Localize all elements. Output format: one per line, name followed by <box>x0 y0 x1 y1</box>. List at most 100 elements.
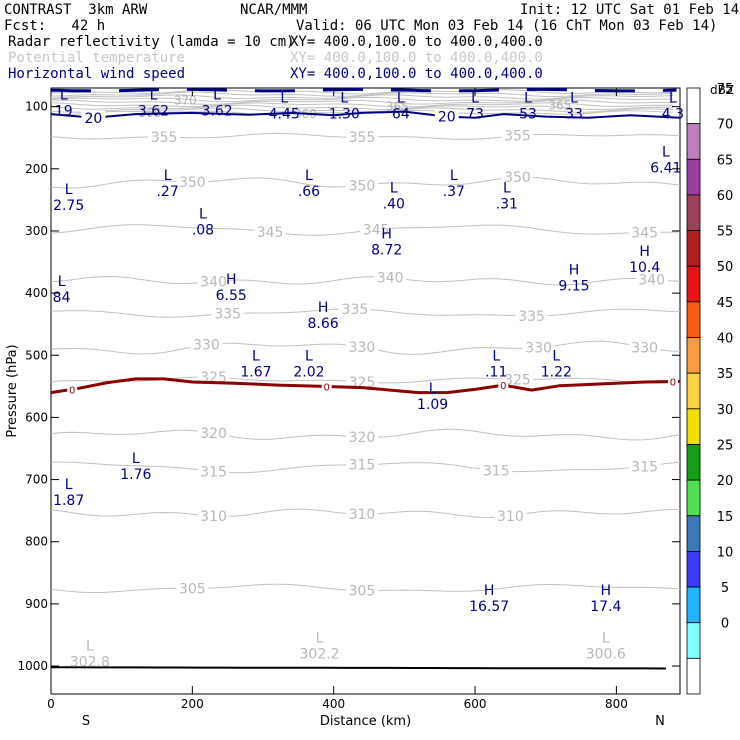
colorbar-swatch <box>686 372 701 410</box>
upper-theta-line <box>50 91 673 97</box>
colorbar-swatch <box>686 551 701 588</box>
y-tick-label: 400 <box>25 286 48 300</box>
colorbar-label: 45 <box>717 296 734 311</box>
colorbar-label: 30 <box>717 403 734 418</box>
reflectivity-label-bg <box>667 376 678 387</box>
colorbar-swatch <box>686 337 701 374</box>
upper-theta-line <box>50 99 673 105</box>
theta-label-bg <box>254 224 287 239</box>
extremum-value: 19 <box>55 103 73 119</box>
extremum-type: L <box>305 348 313 364</box>
surface-theta-value: 302.2 <box>300 647 340 663</box>
extremum-type: L <box>65 477 73 493</box>
extremum-value: 17.4 <box>590 599 621 615</box>
theta-contour-label: 350 <box>349 178 376 194</box>
extremum-type: L <box>280 91 288 107</box>
theta-label-bg <box>501 372 534 387</box>
reflectivity-label-bg <box>321 381 332 392</box>
extremum-type: L <box>199 207 207 223</box>
extremum-type: H <box>381 227 392 243</box>
extremum-value: .66 <box>298 184 320 200</box>
upper-theta-line <box>50 94 673 100</box>
extremum-type: L <box>570 91 578 107</box>
extremum-type: L <box>65 182 73 198</box>
theta-contour-label: 340 <box>638 272 665 288</box>
theta-label-bg <box>515 309 548 324</box>
theta-label-bg <box>628 340 661 355</box>
theta-label-bg <box>494 508 527 523</box>
colorbar-label: 60 <box>717 189 734 204</box>
extremum-type: L <box>524 91 532 107</box>
colorbar-swatch <box>686 194 701 231</box>
colorbar-label: 25 <box>717 438 734 453</box>
extremum-value: 2.02 <box>293 364 324 380</box>
extremum-value: 9.15 <box>558 279 589 295</box>
extremum-type: L <box>492 348 500 364</box>
extremum-value: 8.72 <box>371 243 402 259</box>
x-tick-label: 400 <box>322 697 345 711</box>
theta-contour-label: 325 <box>504 372 531 388</box>
theta-label-bg <box>197 370 230 385</box>
colorbar-swatch <box>686 479 701 517</box>
extremum-value: 1.87 <box>53 493 84 509</box>
surface-theta-type: L <box>316 631 324 647</box>
extremum-value: 1.76 <box>120 467 151 483</box>
y-tick-label: 900 <box>25 597 48 611</box>
theta-label-bg <box>628 225 661 240</box>
extremum-type: L <box>132 451 140 467</box>
theta-contour-label: 320 <box>200 426 227 442</box>
center-label: NCAR/MMM <box>240 2 308 18</box>
theta-label-bg <box>501 170 534 185</box>
extremum-value: 1.09 <box>417 397 448 413</box>
extremum-value: 73 <box>466 107 484 123</box>
upper-theta-line <box>50 104 673 111</box>
colorbar-label: 40 <box>717 332 734 347</box>
colorbar-label: 10 <box>717 545 734 560</box>
field-name-reflectivity: Radar reflectivity (lamda = 10 cm) <box>8 34 295 50</box>
theta-label-bg <box>345 130 378 145</box>
wind-contour-jet <box>50 87 677 93</box>
extremum-type: L <box>150 87 158 103</box>
extremum-type: L <box>662 145 670 161</box>
extremum-type: H <box>569 263 580 279</box>
surface-theta-value: 302.8 <box>70 655 110 671</box>
extremum-type: L <box>471 91 479 107</box>
x-axis-label: Distance (km) <box>320 714 411 729</box>
extremum-type: L <box>305 168 313 184</box>
extremum-type: H <box>318 300 329 316</box>
extremum-type: L <box>503 181 511 197</box>
upper-theta-line <box>50 107 673 113</box>
field-xy-theta: XY= 400.0,100.0 to 400.0,400.0 <box>290 50 543 66</box>
theta-label-bg <box>197 464 230 479</box>
reflectivity-contour-label: 0 <box>500 381 506 392</box>
colorbar-label: 55 <box>717 225 734 240</box>
extremum-type: L <box>58 274 66 290</box>
theta-label-bg <box>374 270 407 285</box>
extremum-type: L <box>397 91 405 107</box>
theta-contour-label: 355 <box>349 130 376 146</box>
extremum-value: 16.57 <box>469 599 509 615</box>
x-tick-label: 800 <box>605 697 628 711</box>
extremum-value: .08 <box>192 223 214 239</box>
theta-label-bg <box>211 306 244 321</box>
wind-label-bg <box>434 109 459 124</box>
extremum-value: 8.66 <box>308 316 339 332</box>
colorbar-unit: dBZ <box>710 83 734 97</box>
wind-contour-label: 20 <box>84 111 102 127</box>
colorbar-swatch <box>686 444 701 481</box>
extremum-type: H <box>601 583 612 599</box>
y-tick-label: 600 <box>25 410 48 424</box>
extremum-value: .11 <box>485 364 507 380</box>
theta-contour-label: 355 <box>151 130 178 146</box>
y-tick-label: 1000 <box>17 659 48 673</box>
extremum-type: L <box>390 181 398 197</box>
theta-label-bg <box>345 583 378 598</box>
theta-contour-label: 305 <box>179 581 206 597</box>
valid-time: Valid: 06 UTC Mon 03 Feb 14 (16 ChT Mon … <box>296 18 718 34</box>
theta-contour-label: 330 <box>525 341 552 357</box>
upper-theta-line <box>50 96 673 103</box>
field-xy-reflectivity: XY= 400.0,100.0 to 400.0,400.0 <box>290 34 543 50</box>
colorbar-swatch <box>686 408 701 445</box>
colorbar-label: 20 <box>717 474 734 489</box>
